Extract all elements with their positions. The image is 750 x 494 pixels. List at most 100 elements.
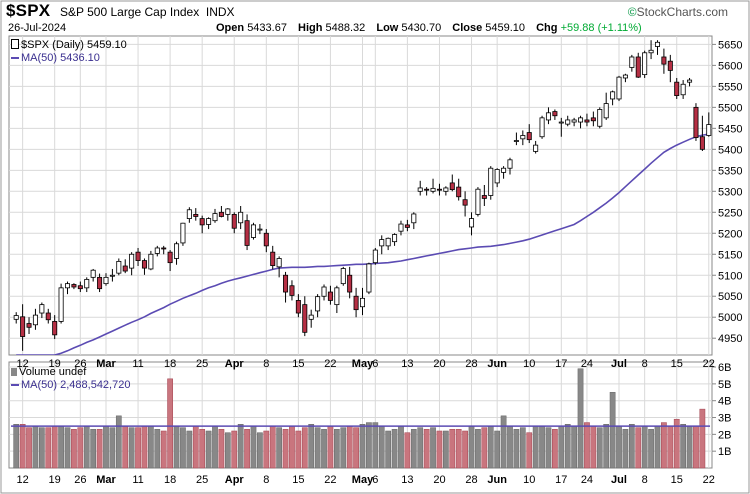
candle [674, 77, 680, 99]
candle-body [154, 247, 160, 254]
candle [109, 268, 115, 282]
volume-bar [552, 429, 558, 469]
candle-body [475, 188, 481, 215]
volume-bar [77, 427, 84, 469]
candle-body [488, 167, 494, 196]
candle [257, 224, 263, 235]
candle-body [558, 121, 564, 124]
candle-body [424, 188, 430, 191]
volume-bar [564, 424, 571, 469]
candle [77, 281, 83, 293]
volume-bar [366, 422, 372, 469]
candle [456, 178, 462, 201]
date-tick-label: 17 [555, 474, 567, 486]
candle [379, 235, 385, 255]
candle-body [603, 103, 609, 119]
volume-bar [372, 422, 379, 469]
exchange: INDX [205, 5, 235, 19]
date-tick-label: 11 [132, 358, 143, 370]
volume-bar [661, 422, 667, 469]
volume-bar [289, 425, 295, 469]
date-tick-label: 15 [671, 474, 683, 486]
volume-bar [378, 425, 385, 469]
candle [622, 73, 628, 83]
candle-body [571, 119, 577, 123]
date-tick-label: 24 [581, 358, 593, 370]
volume-bar [686, 425, 693, 469]
candle [584, 113, 590, 127]
candle [135, 247, 141, 267]
candle [193, 208, 199, 221]
candle-body [206, 218, 212, 225]
candle [661, 48, 667, 74]
candle [590, 111, 596, 127]
candle [295, 294, 301, 318]
candle-body [218, 211, 224, 217]
volume-legend-icon [11, 368, 17, 376]
candle [32, 308, 38, 330]
candle [699, 115, 705, 152]
volume-bar [321, 429, 327, 469]
volume-bar [577, 368, 584, 469]
date-tick-label: 8 [263, 474, 269, 486]
volume-bar [487, 425, 494, 469]
date-tick-label: 6 [372, 474, 378, 486]
volume-bar [513, 429, 520, 469]
candle [706, 112, 712, 137]
candle [283, 271, 289, 303]
candle [501, 166, 507, 179]
candle-body [109, 274, 115, 277]
candle [616, 75, 622, 102]
candle [308, 309, 314, 328]
candle-body [283, 274, 289, 293]
candle [507, 157, 513, 175]
volume-tick-label: 5B [718, 379, 731, 391]
date-tick-label: Apr [225, 474, 245, 486]
security-name: S&P 500 Large Cap Index INDX [60, 5, 235, 19]
candle [231, 212, 237, 234]
candle-body [250, 224, 256, 238]
candle [520, 130, 526, 146]
volume-bar [545, 427, 552, 469]
candle-body [462, 199, 468, 206]
candle-body [533, 144, 539, 152]
high-label: High [298, 22, 323, 34]
candle-body [90, 269, 96, 278]
candle [545, 107, 551, 125]
volume-bar [475, 429, 481, 469]
volume-bar [539, 425, 545, 469]
ma-legend-icon [11, 57, 19, 60]
candle-body [334, 287, 340, 306]
volume-bar [13, 424, 20, 469]
candle-body [379, 239, 385, 247]
candle [462, 191, 468, 217]
candle [513, 132, 519, 146]
candle [687, 77, 693, 87]
volume-bar [58, 425, 64, 469]
candle-body [385, 237, 391, 247]
candle-body [45, 312, 51, 321]
volume-bar [622, 429, 629, 469]
candle-body [308, 314, 314, 320]
candle [270, 245, 276, 270]
candle [526, 124, 532, 144]
close-label: Close [452, 22, 483, 34]
candle [65, 281, 71, 295]
brand[interactable]: ©StockCharts.com [628, 5, 728, 19]
volume-bar [135, 427, 141, 469]
date-tick-label: 22 [703, 358, 715, 370]
date-tick-label: 15 [292, 358, 304, 370]
volume-bar [654, 425, 661, 469]
volume-bar [532, 425, 539, 469]
candle [392, 233, 398, 246]
volume-tick-label: 4B [718, 396, 731, 408]
volume-bar [295, 430, 302, 469]
candle-body [590, 117, 596, 122]
volume-bar [346, 425, 353, 469]
date-tick-label: 12 [16, 474, 28, 486]
candle [154, 245, 160, 257]
volume-bar [423, 429, 430, 469]
volume-bar [257, 432, 263, 469]
